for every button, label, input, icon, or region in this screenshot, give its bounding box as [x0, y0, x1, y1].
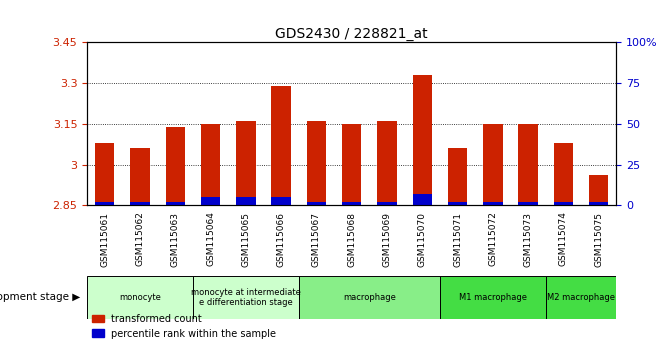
- Bar: [165, 202, 185, 205]
- Bar: [201, 124, 220, 205]
- Bar: [165, 127, 185, 205]
- Bar: [377, 121, 397, 205]
- Bar: [193, 276, 299, 319]
- Bar: [307, 121, 326, 205]
- Bar: [237, 121, 255, 205]
- Bar: [131, 202, 149, 205]
- Bar: [483, 124, 502, 205]
- Bar: [271, 86, 291, 205]
- Bar: [546, 276, 616, 319]
- Bar: [554, 202, 573, 205]
- Bar: [299, 276, 440, 319]
- Text: M1 macrophage: M1 macrophage: [459, 293, 527, 302]
- Bar: [448, 202, 467, 205]
- Text: macrophage: macrophage: [343, 293, 396, 302]
- Bar: [342, 124, 361, 205]
- Bar: [201, 197, 220, 205]
- Bar: [307, 202, 326, 205]
- Bar: [95, 143, 115, 205]
- Bar: [413, 194, 432, 205]
- Bar: [342, 202, 361, 205]
- Bar: [519, 124, 538, 205]
- Bar: [483, 202, 502, 205]
- Bar: [237, 197, 255, 205]
- Title: GDS2430 / 228821_at: GDS2430 / 228821_at: [275, 28, 428, 41]
- Bar: [589, 176, 608, 205]
- Text: monocyte: monocyte: [119, 293, 161, 302]
- Text: M2 macrophage: M2 macrophage: [547, 293, 615, 302]
- Bar: [554, 143, 573, 205]
- Bar: [413, 75, 432, 205]
- Bar: [271, 197, 291, 205]
- Bar: [519, 202, 538, 205]
- Legend: transformed count, percentile rank within the sample: transformed count, percentile rank withi…: [92, 314, 277, 338]
- Bar: [589, 202, 608, 205]
- Bar: [377, 202, 397, 205]
- Bar: [95, 202, 115, 205]
- Bar: [448, 148, 467, 205]
- Bar: [131, 148, 149, 205]
- Text: monocyte at intermediate
e differentiation stage: monocyte at intermediate e differentiati…: [191, 288, 301, 307]
- Bar: [87, 276, 193, 319]
- Bar: [440, 276, 546, 319]
- Text: development stage ▶: development stage ▶: [0, 292, 80, 302]
